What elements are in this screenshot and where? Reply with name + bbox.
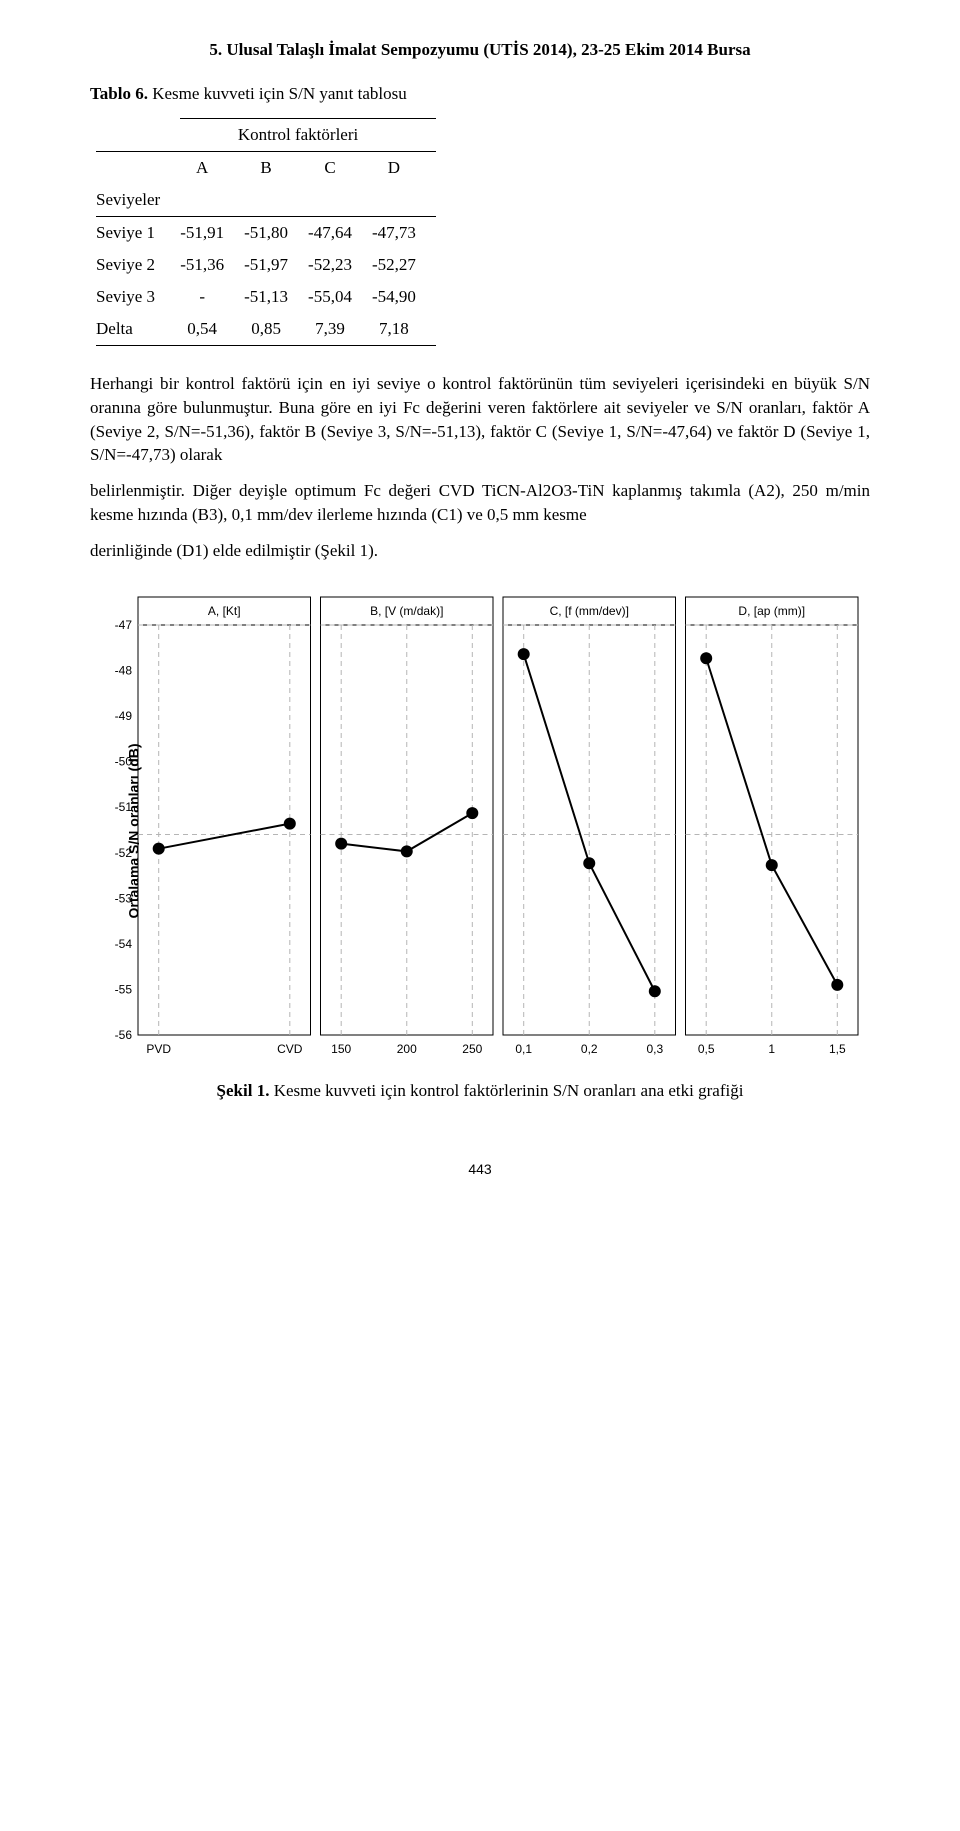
cell: 0,54 (180, 313, 244, 346)
cell: -51,36 (180, 249, 244, 281)
row-label: Delta (96, 313, 180, 346)
figure-wrap: Ortalama S/N oranları (dB) -47-48-49-50-… (100, 591, 860, 1071)
svg-text:CVD: CVD (277, 1042, 303, 1056)
svg-text:-54: -54 (115, 936, 133, 950)
table-empty (96, 119, 180, 152)
header-title: 5. Ulusal Talaşlı İmalat Sempozyumu (UTİ… (90, 40, 870, 60)
cell: 7,39 (308, 313, 372, 346)
c (244, 184, 308, 217)
col-C: C (308, 152, 372, 185)
figure-caption: Şekil 1. Kesme kuvveti için kontrol fakt… (100, 1081, 860, 1101)
table-empty2 (96, 152, 180, 185)
cell: 7,18 (372, 313, 436, 346)
row-label: Seviye 2 (96, 249, 180, 281)
svg-text:-55: -55 (115, 982, 133, 996)
cell: -51,91 (180, 217, 244, 250)
svg-text:150: 150 (331, 1042, 351, 1056)
cell: 0,85 (244, 313, 308, 346)
col-D: D (372, 152, 436, 185)
col-A: A (180, 152, 244, 185)
cell: -47,73 (372, 217, 436, 250)
cell: -47,64 (308, 217, 372, 250)
svg-text:C, [f (mm/dev)]: C, [f (mm/dev)] (550, 604, 629, 618)
main-effects-chart: -47-48-49-50-51-52-53-54-55-56A, [Kt]PVD… (100, 591, 860, 1071)
svg-text:200: 200 (397, 1042, 417, 1056)
svg-text:B, [V (m/dak)]: B, [V (m/dak)] (370, 604, 443, 618)
cell: -52,23 (308, 249, 372, 281)
row-label: Seviye 3 (96, 281, 180, 313)
svg-text:0,2: 0,2 (581, 1042, 598, 1056)
cell: -51,97 (244, 249, 308, 281)
svg-text:PVD: PVD (146, 1042, 171, 1056)
cell: -51,80 (244, 217, 308, 250)
svg-text:0,5: 0,5 (698, 1042, 715, 1056)
table-caption-bold: Tablo 6. (90, 84, 148, 103)
svg-text:0,3: 0,3 (646, 1042, 663, 1056)
table-caption: Tablo 6. Kesme kuvveti için S/N yanıt ta… (90, 84, 870, 104)
table-row: Seviye 1 -51,91 -51,80 -47,64 -47,73 (96, 217, 436, 250)
table-row: Seviye 3 - -51,13 -55,04 -54,90 (96, 281, 436, 313)
svg-text:-47: -47 (115, 618, 133, 632)
cell: -55,04 (308, 281, 372, 313)
row-header-label: Seviyeler (96, 184, 180, 217)
table-overhead: Kontrol faktörleri (180, 119, 436, 152)
svg-text:0,1: 0,1 (515, 1042, 532, 1056)
para-1: Herhangi bir kontrol faktörü için en iyi… (90, 372, 870, 467)
y-axis-label: Ortalama S/N oranları (dB) (126, 743, 142, 918)
svg-text:-56: -56 (115, 1028, 133, 1042)
cell: -52,27 (372, 249, 436, 281)
page-number: 443 (90, 1161, 870, 1177)
c (308, 184, 372, 217)
svg-text:-49: -49 (115, 709, 133, 723)
cell: -51,13 (244, 281, 308, 313)
row-label: Seviye 1 (96, 217, 180, 250)
page-container: 5. Ulusal Talaşlı İmalat Sempozyumu (UTİ… (0, 0, 960, 1207)
svg-text:1,5: 1,5 (829, 1042, 846, 1056)
col-B: B (244, 152, 308, 185)
para-2: belirlenmiştir. Diğer deyişle optimum Fc… (90, 479, 870, 527)
table-caption-rest: Kesme kuvveti için S/N yanıt tablosu (148, 84, 407, 103)
c (372, 184, 436, 217)
figure-caption-bold: Şekil 1. (217, 1081, 270, 1100)
svg-text:D, [ap (mm)]: D, [ap (mm)] (738, 604, 805, 618)
svg-text:-48: -48 (115, 663, 133, 677)
svg-text:A, [Kt]: A, [Kt] (208, 604, 241, 618)
c (180, 184, 244, 217)
para-3: derinliğinde (D1) elde edilmiştir (Şekil… (90, 539, 870, 563)
svg-text:250: 250 (462, 1042, 482, 1056)
table-row: Seviye 2 -51,36 -51,97 -52,23 -52,27 (96, 249, 436, 281)
cell: -54,90 (372, 281, 436, 313)
cell: - (180, 281, 244, 313)
sn-response-table: Kontrol faktörleri A B C D Seviyeler Sev… (96, 118, 436, 346)
table-row: Delta 0,54 0,85 7,39 7,18 (96, 313, 436, 346)
figure-caption-rest: Kesme kuvveti için kontrol faktörlerinin… (269, 1081, 743, 1100)
svg-text:1: 1 (768, 1042, 775, 1056)
